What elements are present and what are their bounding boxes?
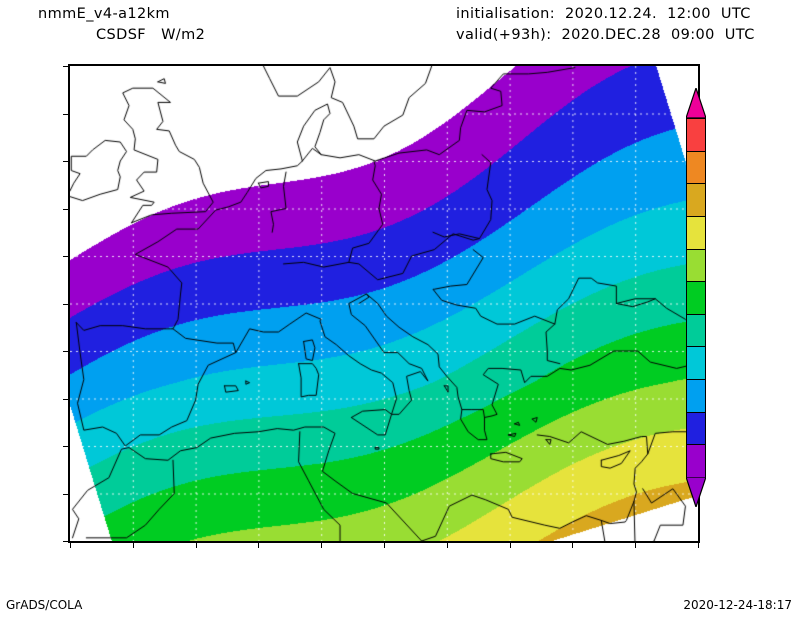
colorbar-above-max-arrow[interactable] xyxy=(685,86,707,119)
y-tick-mark xyxy=(63,398,68,400)
colorbar-band[interactable] xyxy=(686,183,706,217)
title-model: nmmE_v4-a12km xyxy=(38,6,170,22)
map-plot-area[interactable] xyxy=(68,64,700,543)
y-tick-mark xyxy=(63,493,68,495)
solar-flux-field xyxy=(70,66,698,541)
colorbar-band[interactable] xyxy=(686,248,706,283)
x-tick-mark xyxy=(446,543,448,548)
y-tick-mark xyxy=(63,446,68,447)
y-tick-mark xyxy=(63,256,68,257)
colorbar-band[interactable] xyxy=(686,281,706,315)
colorbar[interactable] xyxy=(685,86,707,509)
producer-label: GrADS/COLA xyxy=(6,598,83,612)
y-tick-mark xyxy=(63,303,68,305)
x-tick-mark xyxy=(321,543,323,548)
x-tick-mark xyxy=(132,543,134,548)
x-tick-mark xyxy=(509,543,511,548)
y-tick-mark xyxy=(63,351,68,352)
valid-time: valid(+93h): 2020.DEC.28 09:00 UTC xyxy=(456,27,755,43)
render-timestamp: 2020-12-24-18:17 xyxy=(683,598,792,612)
y-tick-mark xyxy=(63,66,68,67)
colorbar-below-min-arrow[interactable] xyxy=(685,476,707,509)
colorbar-band[interactable] xyxy=(686,346,706,381)
colorbar-band[interactable] xyxy=(686,215,706,250)
colorbar-band[interactable] xyxy=(686,150,706,185)
x-tick-mark xyxy=(635,543,637,548)
x-tick-mark xyxy=(258,543,260,548)
y-tick-mark xyxy=(63,161,68,162)
initialisation-time: initialisation: 2020.12.24. 12:00 UTC xyxy=(456,6,751,22)
x-tick-mark xyxy=(384,543,385,548)
x-tick-mark xyxy=(195,543,197,548)
colorbar-band[interactable] xyxy=(686,444,706,478)
x-tick-mark xyxy=(698,543,699,548)
x-tick-mark xyxy=(572,543,574,548)
colorbar-band[interactable] xyxy=(686,118,706,152)
title-variable: CSDSF W/m2 xyxy=(96,27,206,43)
y-tick-mark xyxy=(63,113,68,115)
y-tick-mark xyxy=(63,541,68,542)
colorbar-band[interactable] xyxy=(686,313,706,348)
colorbar-band[interactable] xyxy=(686,411,706,446)
x-tick-mark xyxy=(70,543,71,548)
colorbar-band[interactable] xyxy=(686,379,706,413)
y-tick-mark xyxy=(63,208,68,210)
